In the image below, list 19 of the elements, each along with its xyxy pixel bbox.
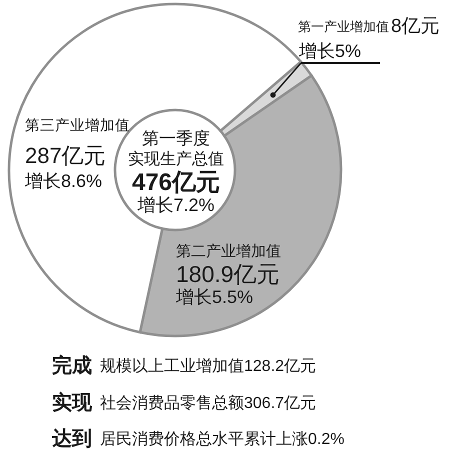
text: 增长5.5% (175, 287, 254, 307)
text: 476亿元 (132, 169, 220, 196)
text: 增长8.6% (24, 171, 102, 191)
text: 实现生产总值 (128, 150, 224, 168)
text: 增长7.2% (136, 195, 215, 215)
text: 完成 (52, 354, 92, 377)
slice-label: 第二产业增加值 (176, 243, 281, 260)
text: 社会消费品零售总额306.7亿元 (100, 394, 316, 412)
text: 规模以上工业增加值128.2亿元 (100, 357, 316, 375)
text: 实现 (52, 391, 93, 414)
slice-label: 第三产业增加值 (25, 117, 130, 134)
text: 达到 (51, 428, 92, 450)
data-label: 8亿元 (391, 16, 440, 37)
text: 第一季度 (142, 129, 210, 148)
data-label: 287亿元 (25, 143, 106, 168)
text: 增长5% (298, 41, 362, 61)
slice-label: 第一产业增加值 (298, 19, 389, 34)
data-label: 180.9亿元 (176, 261, 280, 287)
text: 居民消费价格总水平累计上涨0.2% (100, 430, 344, 448)
